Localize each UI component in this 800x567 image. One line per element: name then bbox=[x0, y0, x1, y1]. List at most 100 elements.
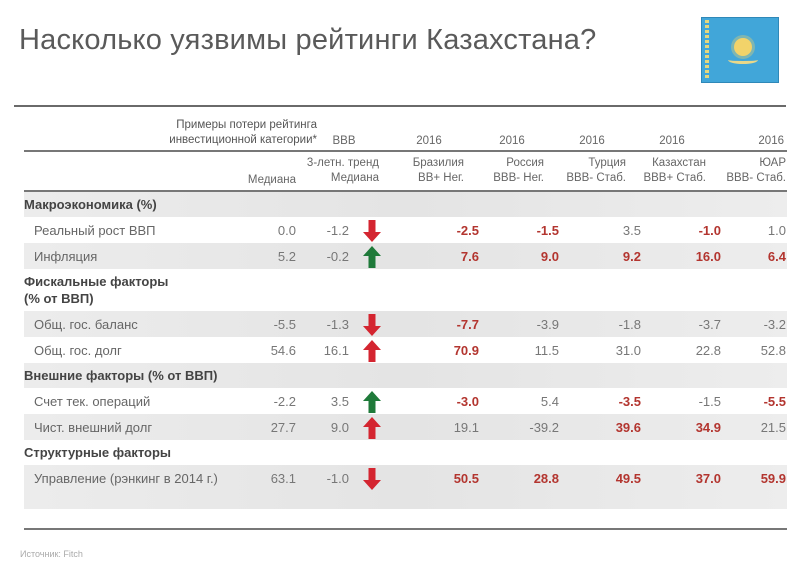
median-value: 54.6 bbox=[270, 343, 296, 358]
col-kazakhstan-line2: BBB+ Стаб. bbox=[643, 172, 706, 184]
median-value: -5.5 bbox=[273, 317, 296, 332]
section-title: Структурные факторы bbox=[24, 445, 172, 460]
median-value: 63.1 bbox=[270, 471, 296, 486]
col-russia-line1: Россия bbox=[506, 157, 544, 169]
trend-value: -0.2 bbox=[326, 249, 349, 264]
country-value: -1.8 bbox=[618, 317, 641, 332]
row-label: Общ. гос. баланс bbox=[34, 317, 138, 332]
flag-eagle bbox=[728, 56, 758, 64]
arrow-up-icon bbox=[363, 246, 381, 268]
table-header-top: Примеры потери рейтинга инвестиционной к… bbox=[24, 112, 787, 152]
row-label: Чист. внешний долг bbox=[34, 420, 153, 435]
table-header-columns: Медиана 3-летн. тренд Медиана Бразилия B… bbox=[24, 152, 787, 192]
country-value: 59.9 bbox=[760, 471, 786, 486]
row-label: Общ. гос. долг bbox=[34, 343, 122, 358]
section-header: Макроэкономика (%) bbox=[24, 192, 787, 217]
col-brazil-line1: Бразилия bbox=[412, 157, 464, 169]
country-value: 6.4 bbox=[767, 249, 786, 264]
country-value: 5.4 bbox=[540, 394, 559, 409]
section-header: Фискальные факторы (% от ВВП) bbox=[24, 269, 787, 311]
page-title: Насколько уязвимы рейтинги Казахстана? bbox=[19, 24, 597, 56]
country-value: -1.5 bbox=[698, 394, 721, 409]
col-brazil-line2: BB+ Нег. bbox=[418, 172, 464, 184]
table-row: Счет тек. операций -2.2 3.5 -3.0 5.4 -3.5 -1.5… bbox=[24, 388, 787, 414]
country-value: -2.5 bbox=[456, 223, 479, 238]
divider bbox=[14, 105, 786, 107]
country-value: 9.2 bbox=[622, 249, 641, 264]
country-value: 31.0 bbox=[615, 343, 641, 358]
col-median-label: Медиана bbox=[247, 174, 296, 186]
row-label: Счет тек. операций bbox=[34, 394, 151, 409]
table-row: Общ. гос. долг 54.6 16.1 70.9 11.5 31.0 22.8 52… bbox=[24, 337, 787, 363]
section-title: Фискальные факторы bbox=[24, 274, 169, 289]
col-trend-line2: Медиана bbox=[330, 172, 379, 184]
country-value: -1.0 bbox=[698, 223, 721, 238]
country-value: 3.5 bbox=[622, 223, 641, 238]
flag-ornament bbox=[705, 20, 709, 80]
country-value: -3.2 bbox=[763, 317, 786, 332]
country-value: -7.7 bbox=[456, 317, 479, 332]
arrow-down-icon bbox=[363, 314, 381, 336]
section-header: Внешние факторы (% от ВВП) bbox=[24, 363, 787, 388]
trend-value: -1.3 bbox=[326, 317, 349, 332]
col-turkey-line1: Турция bbox=[588, 157, 626, 169]
country-value: 28.8 bbox=[533, 471, 559, 486]
source-note: Источник: Fitch bbox=[20, 549, 83, 559]
country-value: 52.8 bbox=[760, 343, 786, 358]
col-south-africa-line1: ЮАР bbox=[759, 157, 786, 169]
arrow-up-icon bbox=[363, 417, 381, 439]
col-russia: Россия BBB- Нег. bbox=[464, 156, 544, 186]
country-value: -3.5 bbox=[618, 394, 641, 409]
arrow-down-icon bbox=[363, 468, 381, 490]
col-south-africa: ЮАР BBB- Стаб. bbox=[706, 156, 786, 186]
country-value: 21.5 bbox=[760, 420, 786, 435]
arrow-up-icon bbox=[363, 391, 381, 413]
col-top-russia: 2016 bbox=[499, 135, 525, 147]
col-brazil: Бразилия BB+ Нег. bbox=[394, 156, 464, 186]
table-body: Макроэкономика (%) Реальный рост ВВП 0.0 -1… bbox=[24, 192, 787, 509]
caption-line2: инвестиционной категории* bbox=[169, 134, 317, 146]
country-value: 16.0 bbox=[695, 249, 721, 264]
country-value: 9.0 bbox=[540, 249, 559, 264]
section-title-line2: (% от ВВП) bbox=[24, 291, 94, 306]
arrow-up-icon bbox=[363, 340, 381, 362]
col-kazakhstan: Казахстан BBB+ Стаб. bbox=[624, 156, 706, 186]
table-row: Чист. внешний долг 27.7 9.0 19.1 -39.2 39.6 34… bbox=[24, 414, 787, 440]
trend-value: -1.2 bbox=[326, 223, 349, 238]
ratings-table: Примеры потери рейтинга инвестиционной к… bbox=[24, 112, 787, 509]
country-value: -1.5 bbox=[536, 223, 559, 238]
caption-line1: Примеры потери рейтинга bbox=[176, 119, 317, 131]
col-trend-line1: 3-летн. тренд bbox=[306, 157, 379, 169]
country-value: 39.6 bbox=[615, 420, 641, 435]
country-value: -3.0 bbox=[456, 394, 479, 409]
country-value: 1.0 bbox=[767, 223, 786, 238]
country-value: 7.6 bbox=[460, 249, 479, 264]
country-value: 34.9 bbox=[695, 420, 721, 435]
country-value: 11.5 bbox=[534, 343, 559, 358]
median-value: 0.0 bbox=[277, 223, 296, 238]
country-value: -3.9 bbox=[536, 317, 559, 332]
table-row: Управление (рэнкинг в 2014 г.) 63.1 -1.0 50… bbox=[24, 465, 787, 509]
trend-value: 9.0 bbox=[330, 420, 349, 435]
trend-value: -1.0 bbox=[326, 471, 349, 486]
col-top-turkey: 2016 bbox=[579, 135, 605, 147]
col-median: Медиана bbox=[224, 173, 296, 188]
table-row: Общ. гос. баланс -5.5 -1.3 -7.7 -3.9 -1.8 -3.7… bbox=[24, 311, 787, 337]
row-label: Инфляция bbox=[34, 249, 98, 264]
col-turkey-line2: BBB- Стаб. bbox=[566, 172, 626, 184]
col-top-brazil: 2016 bbox=[416, 135, 442, 147]
country-value: 50.5 bbox=[453, 471, 479, 486]
col-south-africa-line2: BBB- Стаб. bbox=[726, 172, 786, 184]
table-row: Реальный рост ВВП 0.0 -1.2 -2.5 -1.5 3.5 -1.0 1… bbox=[24, 217, 787, 243]
divider bbox=[24, 528, 787, 530]
median-value: 5.2 bbox=[277, 249, 296, 264]
col-top-south-africa: 2016 bbox=[758, 135, 784, 147]
section-title: Внешние факторы (% от ВВП) bbox=[24, 368, 218, 383]
kazakhstan-flag-icon bbox=[701, 17, 779, 83]
section-title: Макроэкономика (%) bbox=[24, 197, 157, 212]
country-value: 37.0 bbox=[695, 471, 721, 486]
col-russia-line2: BBB- Нег. bbox=[493, 172, 544, 184]
table-row: Инфляция 5.2 -0.2 7.6 9.0 9.2 16.0 6.4 bbox=[24, 243, 787, 269]
country-value: -5.5 bbox=[763, 394, 786, 409]
row-label: Реальный рост ВВП bbox=[34, 223, 156, 238]
